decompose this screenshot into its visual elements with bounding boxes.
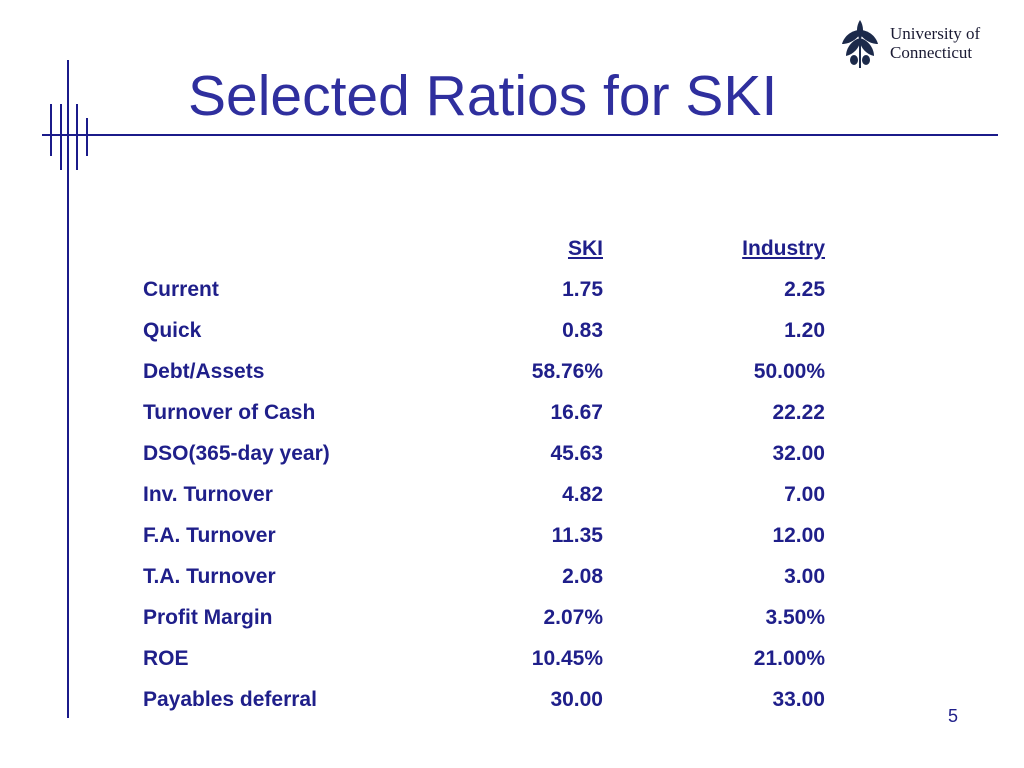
row-industry-value: 12.00 xyxy=(772,524,825,547)
row-ski-value: 16.67 xyxy=(550,401,603,424)
row-ski-value: 2.07% xyxy=(543,606,603,629)
table-row: Current 1.75 2.25 xyxy=(143,269,843,310)
row-label: ROE xyxy=(143,647,189,670)
row-ski-value: 58.76% xyxy=(531,360,603,383)
vertical-rule-long xyxy=(67,60,69,718)
row-label: F.A. Turnover xyxy=(143,524,276,547)
logo-text-line-2: Connecticut xyxy=(890,43,973,62)
row-industry-value: 22.22 xyxy=(772,401,825,424)
table-row: T.A. Turnover 2.08 3.00 xyxy=(143,556,843,597)
university-logo: University of Connecticut xyxy=(834,16,1004,72)
row-label: Payables deferral xyxy=(143,688,317,711)
table-row: F.A. Turnover 11.35 12.00 xyxy=(143,515,843,556)
row-ski-value: 10.45% xyxy=(531,647,603,670)
row-ski-value: 11.35 xyxy=(551,524,603,547)
row-industry-value: 7.00 xyxy=(784,483,825,506)
row-ski-value: 2.08 xyxy=(562,565,603,588)
logo-text-line-1: University of xyxy=(890,24,981,43)
row-ski-value: 45.63 xyxy=(550,442,603,465)
row-ski-value: 30.00 xyxy=(550,688,603,711)
row-industry-value: 1.20 xyxy=(784,319,825,342)
table-row: Inv. Turnover 4.82 7.00 xyxy=(143,474,843,515)
ratios-table: SKI Industry Current 1.75 2.25 Quick 0.8… xyxy=(143,228,843,720)
header-ski: SKI xyxy=(567,237,603,260)
table-row: Payables deferral 30.00 33.00 xyxy=(143,679,843,720)
row-ski-value: 1.75 xyxy=(562,278,603,301)
table-row: Turnover of Cash 16.67 22.22 xyxy=(143,392,843,433)
row-industry-value: 32.00 xyxy=(772,442,825,465)
row-label: DSO(365-day year) xyxy=(143,442,330,465)
row-label: Debt/Assets xyxy=(143,360,265,383)
vertical-rule-short-2 xyxy=(60,104,62,170)
row-industry-value: 3.00 xyxy=(784,565,825,588)
horizontal-rule xyxy=(42,134,998,136)
slide-title: Selected Ratios for SKI xyxy=(188,64,778,128)
row-label: Turnover of Cash xyxy=(143,401,316,424)
row-label: Current xyxy=(143,278,219,301)
table-row: Debt/Assets 58.76% 50.00% xyxy=(143,351,843,392)
row-industry-value: 50.00% xyxy=(753,360,825,383)
page-number: 5 xyxy=(948,706,959,726)
vertical-rule-short-4 xyxy=(86,118,88,156)
oak-leaf-crest-icon xyxy=(842,20,878,68)
row-industry-value: 33.00 xyxy=(772,688,825,711)
table-header-row: SKI Industry xyxy=(143,228,843,269)
header-industry: Industry xyxy=(742,237,825,260)
row-industry-value: 3.50% xyxy=(765,606,825,629)
row-label: Inv. Turnover xyxy=(143,483,273,506)
row-ski-value: 0.83 xyxy=(562,319,603,342)
row-ski-value: 4.82 xyxy=(562,483,603,506)
vertical-rule-short-3 xyxy=(76,104,78,170)
table-row: Quick 0.83 1.20 xyxy=(143,310,843,351)
row-label: Quick xyxy=(143,319,202,342)
row-industry-value: 2.25 xyxy=(784,278,825,301)
table-row: Profit Margin 2.07% 3.50% xyxy=(143,597,843,638)
table-row: ROE 10.45% 21.00% xyxy=(143,638,843,679)
row-label: Profit Margin xyxy=(143,606,273,629)
row-label: T.A. Turnover xyxy=(143,565,276,588)
vertical-rule-short-1 xyxy=(50,104,52,156)
table-row: DSO(365-day year) 45.63 32.00 xyxy=(143,433,843,474)
row-industry-value: 21.00% xyxy=(753,647,825,670)
